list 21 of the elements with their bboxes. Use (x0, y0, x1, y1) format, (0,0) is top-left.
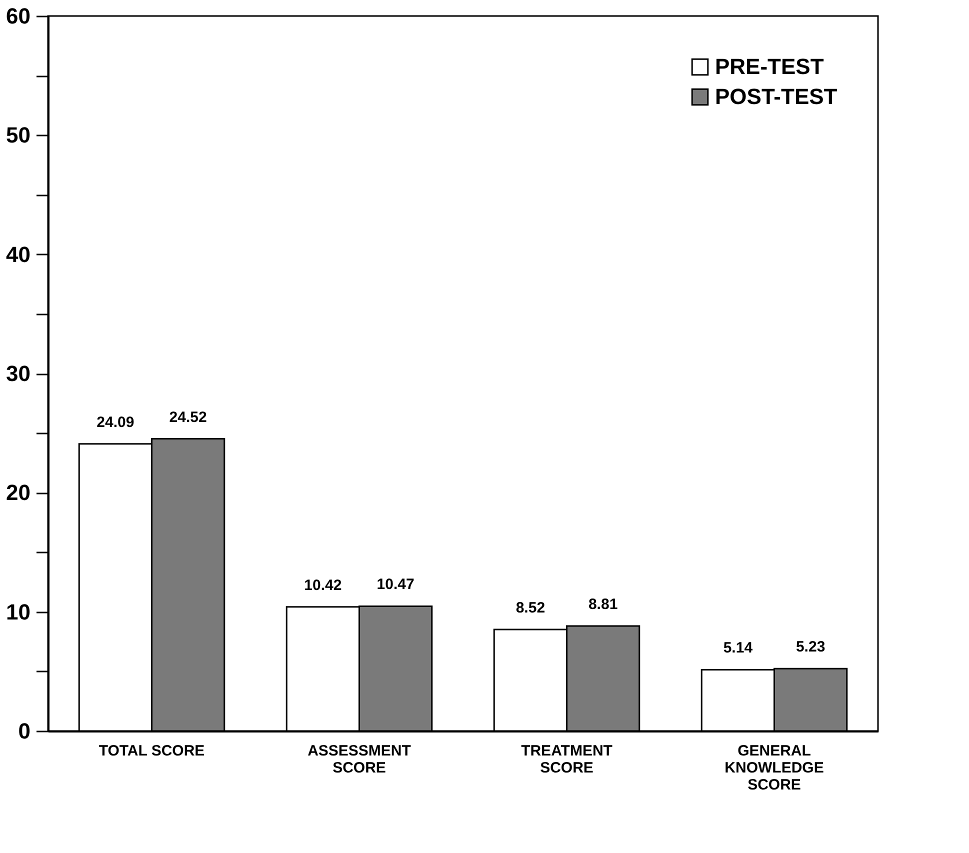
data-label: 10.47 (376, 576, 414, 594)
data-label: 5.14 (723, 640, 754, 657)
x-tick-label: GENERAL KNOWLEDGE SCORE (724, 742, 824, 794)
legend-label: POST-TEST (715, 84, 838, 109)
y-tick-label: 20 (6, 480, 30, 506)
x-tick-label: TOTAL SCORE (98, 742, 205, 760)
x-tick-label: TREATMENT SCORE (521, 742, 612, 776)
y-tick-label: 30 (6, 361, 30, 386)
data-label: 8.52 (516, 599, 546, 616)
data-label: 8.81 (588, 596, 618, 614)
x-tick-label: ASSESSMENT SCORE (308, 742, 411, 776)
data-label: 10.42 (304, 576, 342, 594)
data-label: 24.52 (169, 408, 207, 426)
y-tick-label: 50 (6, 122, 30, 148)
y-tick-label: 60 (6, 4, 30, 28)
y-tick-label: 10 (6, 599, 30, 624)
data-label: 24.09 (96, 414, 134, 431)
y-tick-label: 40 (6, 242, 30, 267)
y-tick-label: 0 (18, 718, 30, 744)
legend-label: PRE-TEST (715, 54, 824, 79)
data-label: 5.23 (796, 638, 826, 656)
